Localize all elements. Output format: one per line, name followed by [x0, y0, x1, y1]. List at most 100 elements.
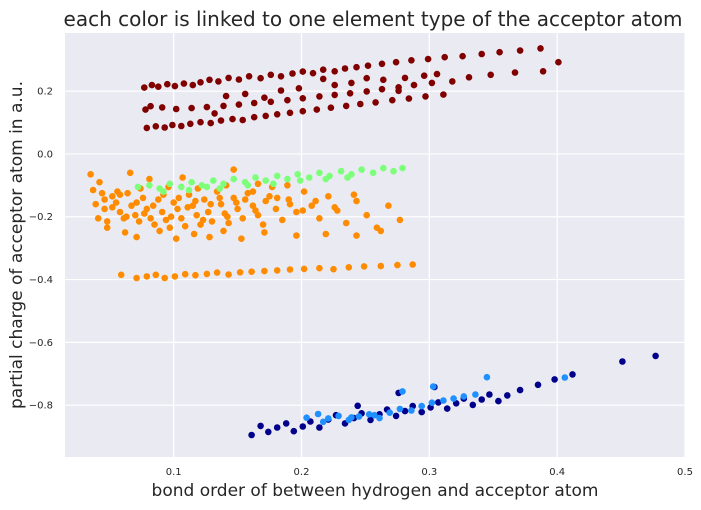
data-point	[152, 123, 160, 130]
data-point	[396, 405, 404, 413]
data-point	[239, 215, 246, 222]
data-point	[331, 204, 339, 211]
data-point	[141, 84, 148, 91]
data-point	[299, 68, 307, 75]
data-point	[424, 55, 432, 63]
data-point	[245, 73, 253, 80]
data-point	[112, 199, 120, 206]
data-point	[394, 261, 401, 269]
data-point	[272, 205, 280, 213]
y-axis-label: partial charge of acceptor atom in a.u.	[7, 81, 27, 409]
data-point	[299, 95, 307, 102]
data-point	[449, 78, 456, 85]
data-point	[569, 371, 576, 378]
data-point	[300, 265, 308, 273]
data-point	[89, 186, 97, 194]
data-point	[156, 227, 163, 235]
data-point	[197, 118, 204, 126]
data-point	[103, 224, 111, 231]
data-point	[147, 215, 154, 222]
data-point	[390, 167, 397, 175]
data-point	[443, 405, 451, 412]
data-point	[299, 107, 307, 115]
data-point	[469, 401, 477, 409]
data-point	[496, 48, 503, 56]
data-point	[216, 185, 223, 192]
data-point	[440, 397, 447, 404]
data-point	[235, 76, 243, 83]
data-point	[395, 87, 402, 95]
data-point	[364, 62, 372, 69]
data-point	[116, 208, 124, 216]
data-point	[178, 215, 185, 222]
data-point	[185, 191, 193, 198]
data-point	[273, 194, 281, 202]
data-point	[178, 183, 185, 191]
data-point	[286, 266, 294, 273]
data-point	[331, 91, 339, 99]
data-point	[516, 47, 524, 54]
data-point	[166, 224, 174, 231]
data-point	[516, 386, 524, 394]
data-point	[261, 267, 268, 275]
data-point	[94, 215, 102, 222]
data-point	[420, 72, 428, 79]
x-tick-labels: 0.1 0.2 0.3 0.4 0.5	[166, 467, 693, 478]
data-point	[213, 269, 221, 276]
data-point	[262, 197, 270, 205]
data-point	[181, 222, 189, 230]
data-point	[495, 397, 502, 405]
data-point	[299, 423, 307, 430]
y-tick-label: −0.4	[29, 275, 53, 286]
data-point	[126, 169, 134, 177]
data-point	[478, 50, 486, 58]
data-point	[331, 81, 339, 89]
data-point	[96, 178, 103, 186]
data-point	[342, 102, 350, 110]
data-point	[188, 104, 195, 112]
data-point	[428, 79, 436, 87]
data-point	[270, 180, 277, 188]
data-point	[217, 117, 225, 124]
data-point	[189, 81, 197, 89]
series-2	[134, 164, 406, 195]
data-point	[188, 178, 195, 186]
data-point	[319, 418, 327, 426]
series-0	[141, 45, 562, 132]
data-point	[203, 103, 211, 111]
data-point	[357, 100, 364, 108]
data-point	[197, 79, 204, 86]
data-point	[422, 93, 429, 100]
data-point	[250, 99, 258, 107]
data-point	[363, 88, 371, 95]
data-point	[250, 113, 258, 121]
data-point	[128, 202, 135, 209]
data-point	[555, 58, 562, 66]
data-points	[87, 45, 659, 439]
data-point	[300, 188, 308, 195]
data-point	[441, 53, 449, 61]
data-point	[511, 69, 519, 76]
data-point	[199, 216, 207, 224]
data-point	[335, 412, 342, 420]
data-point	[170, 199, 177, 206]
data-point	[377, 262, 385, 270]
data-point	[210, 177, 217, 184]
data-point	[561, 374, 569, 381]
data-point	[380, 76, 387, 84]
data-point	[160, 188, 167, 195]
data-point	[174, 205, 181, 213]
data-point	[303, 414, 310, 422]
data-point	[345, 264, 353, 271]
data-point	[429, 383, 437, 390]
data-point	[358, 166, 365, 173]
data-point	[155, 196, 162, 203]
data-point	[132, 211, 139, 219]
data-point	[314, 410, 322, 418]
data-point	[279, 216, 286, 224]
data-point	[133, 199, 140, 206]
data-point	[534, 381, 542, 389]
data-point	[652, 352, 659, 360]
data-point	[261, 94, 268, 101]
data-point	[289, 70, 296, 77]
